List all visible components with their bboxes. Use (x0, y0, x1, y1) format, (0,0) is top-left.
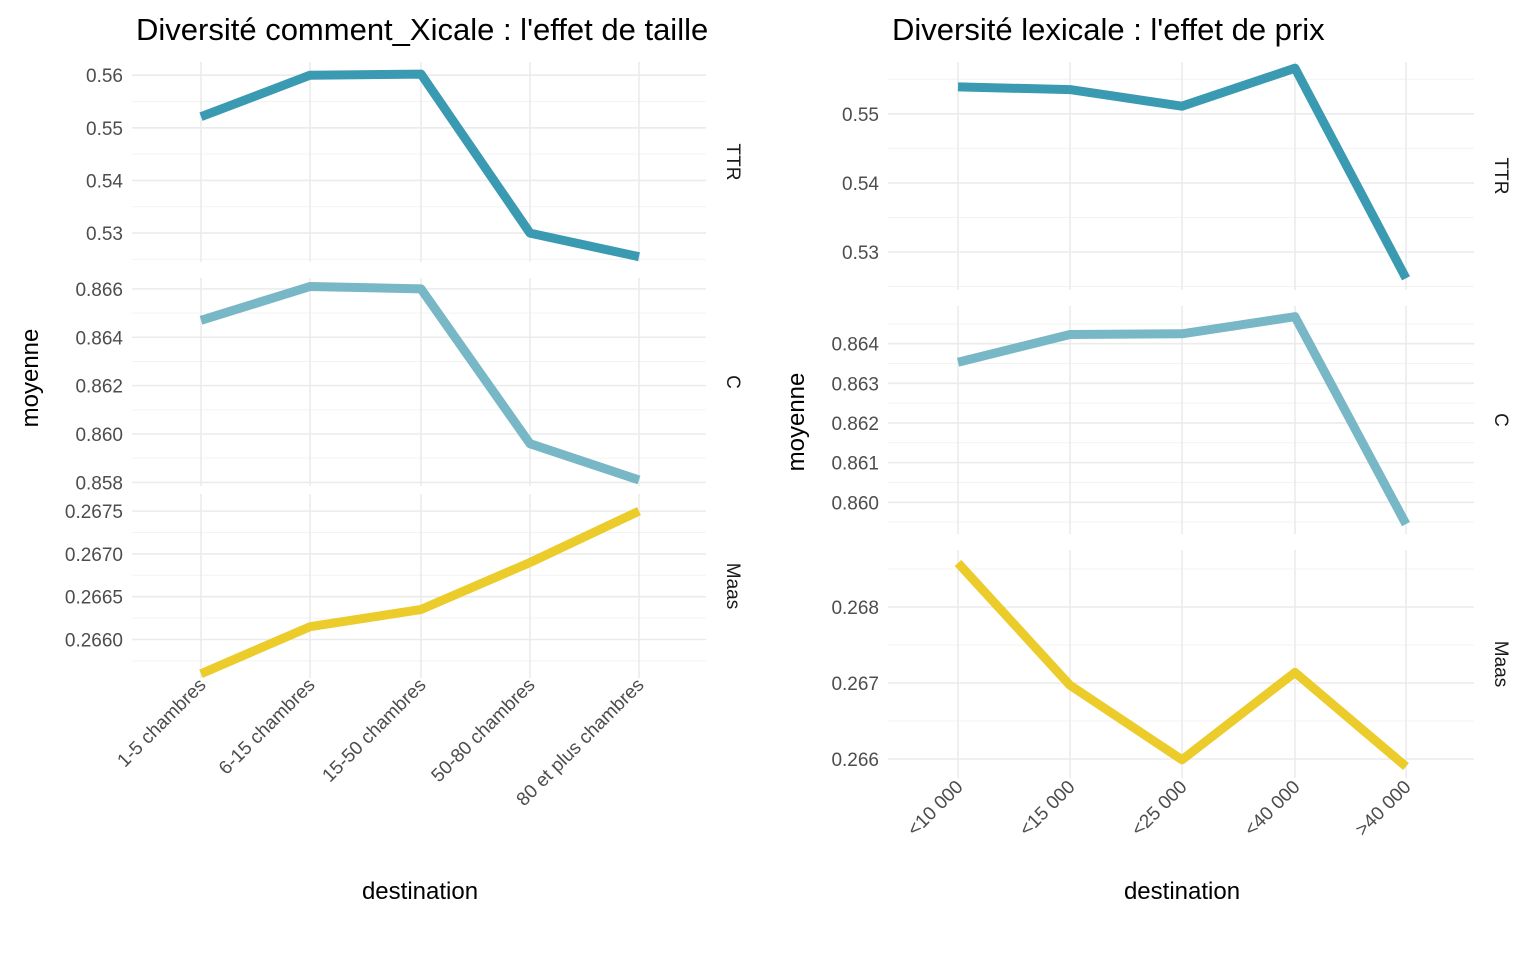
series-line-ttr (957, 63, 1410, 281)
y-tick-label: 0.860 (75, 425, 123, 446)
x-tick-label: <40 000 (1241, 777, 1305, 841)
right-x-axis: <10 000 <15 000 <25 000 <40 000 >40 000 (904, 777, 1416, 841)
left-x-axis: 1-5 chambres 6-15 chambres 15-50 chambres5… (114, 675, 649, 811)
right-facet-c: 0.860 0.861 0.862 0.863 0.864 C (831, 306, 1511, 534)
y-tick-label: 0.861 (831, 454, 879, 475)
x-tick-label: 6-15 chambres (215, 675, 319, 779)
y-tick-label: 0.55 (86, 119, 123, 140)
y-tick-label: 0.858 (75, 473, 123, 494)
y-tick-label: 0.862 (831, 414, 879, 435)
y-tick-label: 0.2675 (65, 502, 123, 523)
y-tick-label: 0.864 (831, 335, 879, 356)
left-chart: Diversité comment_Xicale : l'effet de ta… (17, 12, 743, 905)
y-tick-label: 0.53 (842, 243, 879, 264)
series-line-maas (954, 559, 1409, 771)
y-tick-label: 0.2660 (65, 630, 123, 651)
right-facet-maas: 0.266 0.267 0.268 Maas (831, 550, 1511, 778)
y-tick-label: 0.862 (75, 377, 123, 398)
left-x-axis-title: destination (362, 878, 478, 905)
y-tick-label: 0.268 (831, 598, 879, 619)
x-tick-label: 15-50 chambres (319, 675, 431, 787)
series-line-c (199, 282, 641, 485)
left-facet-c: 0.858 0.860 0.862 0.864 0.866 C (75, 278, 743, 494)
y-tick-label: 0.2670 (65, 545, 123, 566)
x-tick-label: <10 000 (904, 777, 968, 841)
x-tick-label: 1-5 chambres (114, 675, 211, 772)
left-chart-title: Diversité comment_Xicale : l'effet de ta… (136, 12, 708, 47)
y-tick-label: 0.56 (86, 66, 123, 87)
y-tick-label: 0.266 (831, 750, 879, 771)
series-line-c (956, 312, 1410, 527)
y-tick-label: 0.54 (842, 174, 879, 195)
y-tick-label: 0.863 (831, 374, 879, 395)
x-tick-label: <25 000 (1128, 777, 1192, 841)
y-tick-label: 0.2665 (65, 588, 123, 609)
right-facet-ttr: 0.53 0.54 0.55 TTR (842, 62, 1511, 290)
series-line-maas (199, 507, 641, 678)
right-x-axis-title: destination (1124, 878, 1240, 905)
left-facet-ttr: 0.53 0.54 0.55 0.56 TTR (86, 62, 743, 262)
y-tick-label: 0.860 (831, 493, 879, 514)
y-tick-label: 0.53 (86, 224, 123, 245)
x-tick-label: <15 000 (1016, 777, 1080, 841)
y-tick-label: 0.55 (842, 105, 879, 126)
x-tick-label: >40 000 (1352, 777, 1416, 841)
facet-strip-label: Maas (1490, 641, 1511, 687)
facet-strip-label: TTR (1490, 158, 1511, 195)
x-tick-label: 50-80 chambres (428, 675, 540, 787)
y-tick-label: 0.54 (86, 171, 123, 192)
right-y-axis-title: moyenne (783, 373, 810, 472)
facet-strip-label: C (1490, 413, 1511, 427)
y-tick-label: 0.864 (75, 328, 123, 349)
y-tick-label: 0.866 (75, 280, 123, 301)
left-y-axis-title: moyenne (17, 329, 44, 428)
right-chart-title: Diversité lexicale : l'effet de prix (892, 12, 1325, 47)
facet-strip-label: TTR (722, 144, 743, 181)
left-facet-maas: 0.2660 0.2665 0.2670 0.2675 Maas (65, 494, 743, 678)
facet-strip-label: C (722, 375, 743, 389)
y-tick-label: 0.267 (831, 674, 879, 695)
right-chart: Diversité lexicale : l'effet de prix moy… (783, 12, 1511, 905)
series-line-ttr (199, 69, 640, 262)
facet-strip-label: Maas (722, 563, 743, 609)
